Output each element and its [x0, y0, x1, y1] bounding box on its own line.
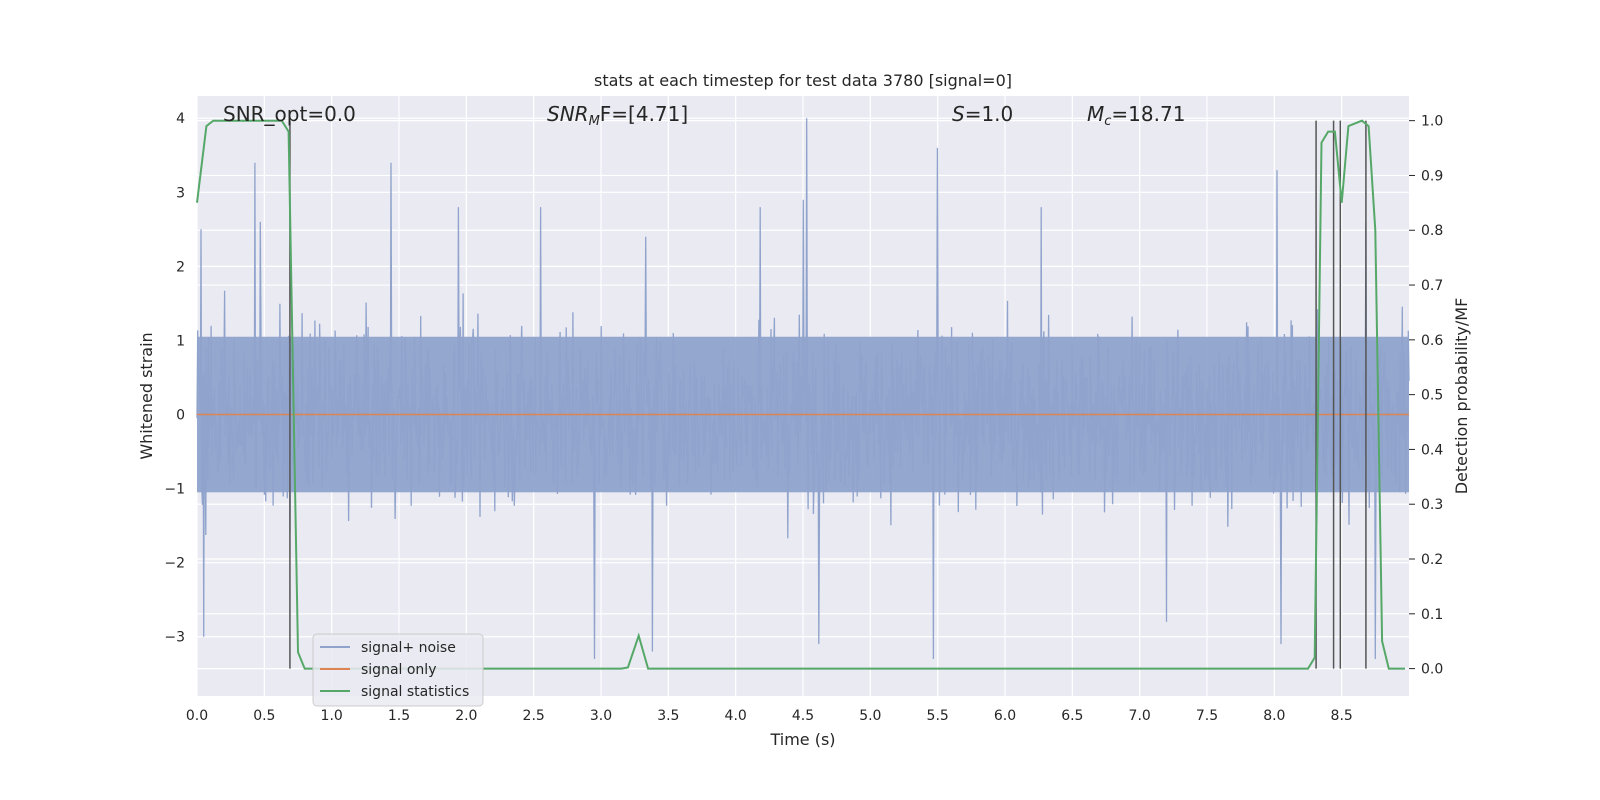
legend: signal+ noise signal only signal statist… — [312, 633, 484, 707]
x-tick-label: 6.0 — [994, 708, 1016, 724]
x-axis-label: Time (s) — [769, 730, 835, 749]
signal-statistics-series — [196, 119, 1405, 670]
s-val: =1.0 — [965, 102, 1014, 126]
x-tick-label: 8.5 — [1331, 708, 1353, 724]
y2-tick-label: 0.6 — [1421, 333, 1443, 349]
y2-tick-label: 0.3 — [1421, 497, 1443, 513]
y2-tick-label: 1.0 — [1421, 114, 1443, 130]
legend-label-signal: signal only — [361, 662, 436, 678]
snr-mf-sub: M — [589, 114, 600, 129]
snr-mf-annotation: SNRMF=[4.71] — [547, 102, 688, 129]
y-tick-labels: 4 3 2 1 0 −1 −2 −3 — [164, 111, 185, 646]
x-tick-label: 1.0 — [321, 708, 343, 724]
x-tick-label: 0.0 — [186, 708, 208, 724]
x-tick-label: 5.0 — [859, 708, 881, 724]
mc-sub: c — [1104, 114, 1111, 129]
mc-annotation: Mc=18.71 — [1087, 102, 1185, 129]
snr-mf-post: F=[4.71] — [600, 102, 688, 126]
s-annotation: S=1.0 — [952, 102, 1013, 126]
y2-tick-label: 0.9 — [1421, 168, 1443, 184]
y-tick-label: −1 — [164, 482, 185, 498]
y-axis-label: Whitened strain — [137, 332, 156, 459]
y-tick-label: 4 — [176, 111, 185, 127]
y2-tick-label: 0.2 — [1421, 552, 1443, 568]
y2-tick-label: 0.5 — [1421, 388, 1443, 404]
x-tick-label: 2.0 — [455, 708, 477, 724]
y-tick-label: 0 — [176, 408, 185, 424]
x-tick-label: 4.5 — [792, 708, 814, 724]
legend-label-stats: signal statistics — [361, 684, 469, 700]
mc-val: =18.71 — [1111, 102, 1185, 126]
y-tick-label: 2 — [176, 259, 185, 275]
x-tick-label: 5.5 — [927, 708, 949, 724]
y2-tick-label: 0.8 — [1421, 223, 1443, 239]
x-tick-label: 8.0 — [1263, 708, 1285, 724]
x-tick-label: 3.0 — [590, 708, 612, 724]
x-tick-label: 7.0 — [1129, 708, 1151, 724]
y-tick-label: −2 — [164, 556, 185, 572]
y-tick-label: 3 — [176, 185, 185, 201]
x-tick-label: 1.5 — [388, 708, 410, 724]
x-tick-label: 0.5 — [253, 708, 275, 724]
x-tick-label: 7.5 — [1196, 708, 1218, 724]
y2-tick-label: 0.7 — [1421, 278, 1443, 294]
y2-axis-label: Detection probability/MF — [1452, 298, 1471, 495]
x-tick-labels: 0.0 0.5 1.0 1.5 2.0 2.5 3.0 3.5 4.0 4.5 5.0 5.5 6.0 6… — [186, 708, 1353, 724]
x-tick-label: 2.5 — [523, 708, 545, 724]
y2-tick-label: 0.0 — [1421, 662, 1443, 678]
x-tick-label: 6.5 — [1061, 708, 1083, 724]
y2-tick-labels: 1.0 0.9 0.8 0.7 0.6 0.5 0.4 0.3 0.2 0.1 0.0 — [1409, 114, 1443, 678]
y2-tick-label: 0.4 — [1421, 442, 1443, 458]
x-tick-label: 4.0 — [725, 708, 747, 724]
chart-title: stats at each timestep for test data 378… — [594, 71, 1012, 90]
x-tick-label: 3.5 — [657, 708, 679, 724]
noise-line — [196, 118, 1410, 660]
snr-mf-pre: SNR — [547, 102, 589, 126]
snr-opt-annotation: SNR_opt=0.0 — [223, 102, 356, 126]
y-tick-label: 1 — [176, 333, 185, 349]
legend-label-noise: signal+ noise — [361, 640, 456, 656]
mc-var: M — [1087, 102, 1104, 126]
legend-box — [312, 633, 484, 707]
y2-tick-label: 0.1 — [1421, 607, 1443, 623]
y-tick-label: −3 — [164, 630, 185, 646]
s-var: S — [952, 102, 965, 126]
